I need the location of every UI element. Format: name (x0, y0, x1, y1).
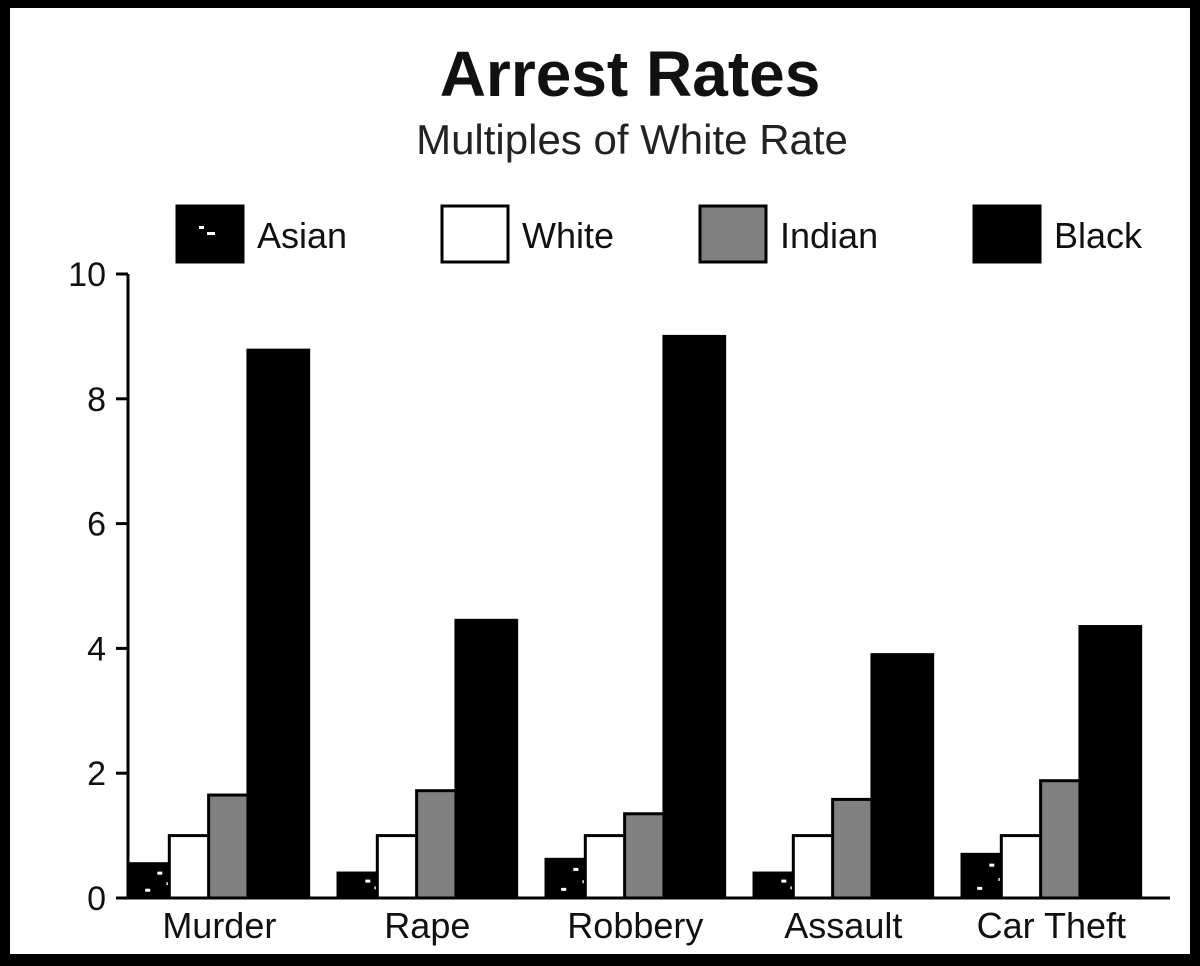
y-tick-label: 8 (87, 381, 106, 419)
x-labels: Murder Rape Robbery Assault Car Theft (162, 905, 1126, 946)
chart-subtitle: Multiples of White Rate (416, 116, 848, 163)
x-category-label: Rape (384, 905, 470, 946)
y-tick-label: 6 (87, 506, 106, 544)
bar-pattern-speck (561, 887, 567, 891)
y-ticks: 0 2 4 6 8 10 (68, 256, 128, 918)
legend-pattern-speck (199, 226, 204, 229)
legend: Asian White Indian Black (175, 204, 1143, 264)
bar-pattern-speck (145, 888, 151, 892)
legend-pattern-speck (207, 232, 215, 235)
bar-black (870, 653, 935, 900)
bar-black (454, 618, 519, 900)
legend-swatch-asian (175, 204, 245, 264)
bar-pattern-speck (781, 879, 787, 883)
bar-pattern-speck (989, 863, 995, 867)
legend-label-black: Black (1054, 215, 1143, 256)
x-category-label: Car Theft (977, 905, 1126, 946)
legend-swatch-indian (698, 204, 768, 264)
bar-black (1078, 625, 1143, 900)
bar-pattern-speck (977, 886, 983, 890)
bar-black (662, 334, 727, 900)
bar-chart: Arrest Rates Multiples of White Rate Asi… (68, 38, 1170, 946)
legend-label-indian: Indian (780, 215, 878, 256)
bar-black (246, 348, 311, 900)
chart-frame: Arrest Rates Multiples of White Rate Asi… (10, 8, 1190, 954)
bar-pattern-speck (157, 871, 163, 875)
x-category-label: Murder (162, 905, 276, 946)
y-tick-label: 10 (68, 256, 106, 294)
bar-pattern-speck (573, 867, 579, 871)
y-tick-label: 2 (87, 755, 106, 793)
legend-label-white: White (522, 215, 614, 256)
x-category-label: Robbery (567, 905, 703, 946)
x-category-label: Assault (784, 905, 902, 946)
legend-swatch-white (440, 204, 510, 264)
legend-swatch-black (972, 204, 1042, 264)
bar-pattern-speck (365, 879, 371, 883)
y-tick-label: 4 (87, 630, 106, 668)
y-tick-label: 0 (87, 880, 106, 918)
legend-label-asian: Asian (257, 215, 347, 256)
chart-title: Arrest Rates (440, 38, 821, 110)
bars (128, 334, 1143, 900)
